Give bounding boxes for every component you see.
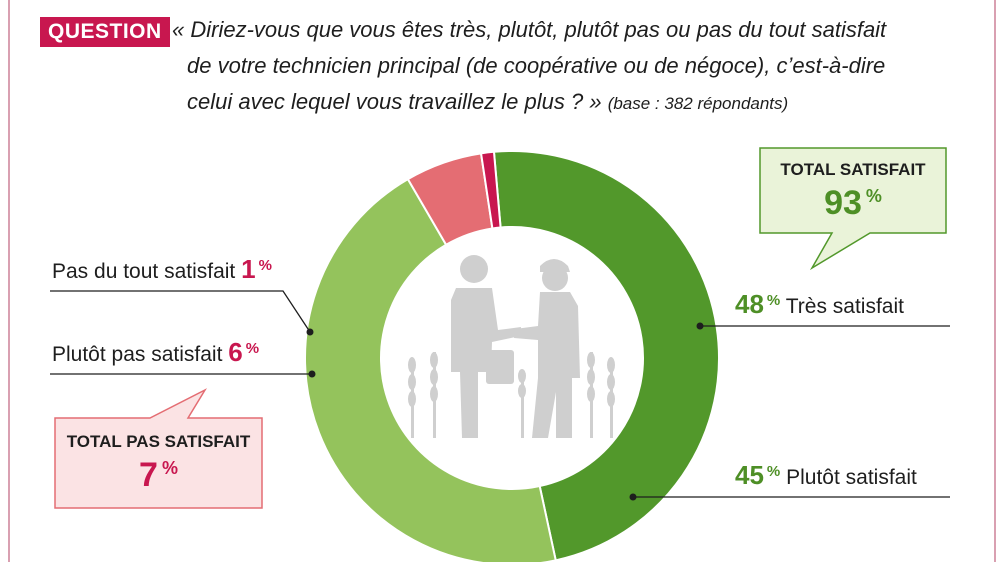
leader-dots: [306, 322, 704, 501]
value-tres-satisfait: 48%: [735, 289, 781, 319]
value-pas-du-tout-satisfait: 1%: [241, 254, 272, 284]
callout-total-satisfait: TOTAL SATISFAIT 93%: [760, 160, 946, 223]
handshake-illustration: [408, 255, 615, 438]
question-line-3-text: celui avec lequel vous travaillez le plu…: [187, 89, 602, 114]
callout-box-satisfait: [759, 147, 947, 271]
wheat-icon: [408, 352, 615, 438]
label-pas-du-tout-satisfait: Pas du tout satisfait 1%: [52, 254, 272, 285]
value-plutot-satisfait: 45%: [735, 460, 781, 490]
leader-lines: [50, 290, 950, 498]
slice-plutot-satisfait: [304, 177, 557, 562]
label-plutot-satisfait: 45% Plutôt satisfait: [735, 460, 917, 491]
question-tag: QUESTION: [40, 17, 170, 47]
person-right-icon: [514, 259, 580, 438]
question-base: (base : 382 répondants): [607, 94, 789, 113]
frame-right-border: [994, 0, 996, 562]
slice-pas-du-tout-satisfait: [479, 150, 502, 230]
callout-satisfait-value: 93%: [824, 184, 882, 222]
text-plutot-satisfait: Plutôt satisfait: [786, 466, 917, 489]
callout-box-pas-satisfait: [54, 388, 263, 509]
label-plutot-pas-satisfait: Plutôt pas satisfait 6%: [52, 337, 259, 368]
question-line-2: de votre technicien principal (de coopér…: [187, 53, 886, 78]
question-line-1: « Diriez-vous que vous êtes très, plutôt…: [172, 17, 887, 42]
leader-line-pas-du-tout: [50, 290, 311, 333]
text-plutot-pas-satisfait: Plutôt pas satisfait: [52, 343, 223, 366]
frame-left-border: [8, 0, 10, 562]
donut-slices: [304, 150, 720, 562]
value-plutot-pas-satisfait: 6%: [228, 337, 260, 367]
text-tres-satisfait: Très satisfait: [785, 295, 904, 318]
slice-tres-satisfait: [492, 150, 720, 562]
question-line-3: celui avec lequel vous travaillez le plu…: [172, 84, 972, 122]
callout-pas-satisfait-title: TOTAL PAS SATISFAIT: [66, 432, 251, 451]
callout-satisfait-title: TOTAL SATISFAIT: [780, 160, 926, 179]
text-pas-du-tout-satisfait: Pas du tout satisfait: [52, 260, 236, 283]
label-tres-satisfait: 48% Très satisfait: [735, 289, 904, 320]
question-text: « Diriez-vous que vous êtes très, plutôt…: [172, 12, 972, 122]
person-left-icon: [451, 255, 521, 438]
callout-pas-satisfait-value: 7%: [139, 456, 178, 494]
callout-total-pas-satisfait: TOTAL PAS SATISFAIT 7%: [55, 432, 262, 495]
